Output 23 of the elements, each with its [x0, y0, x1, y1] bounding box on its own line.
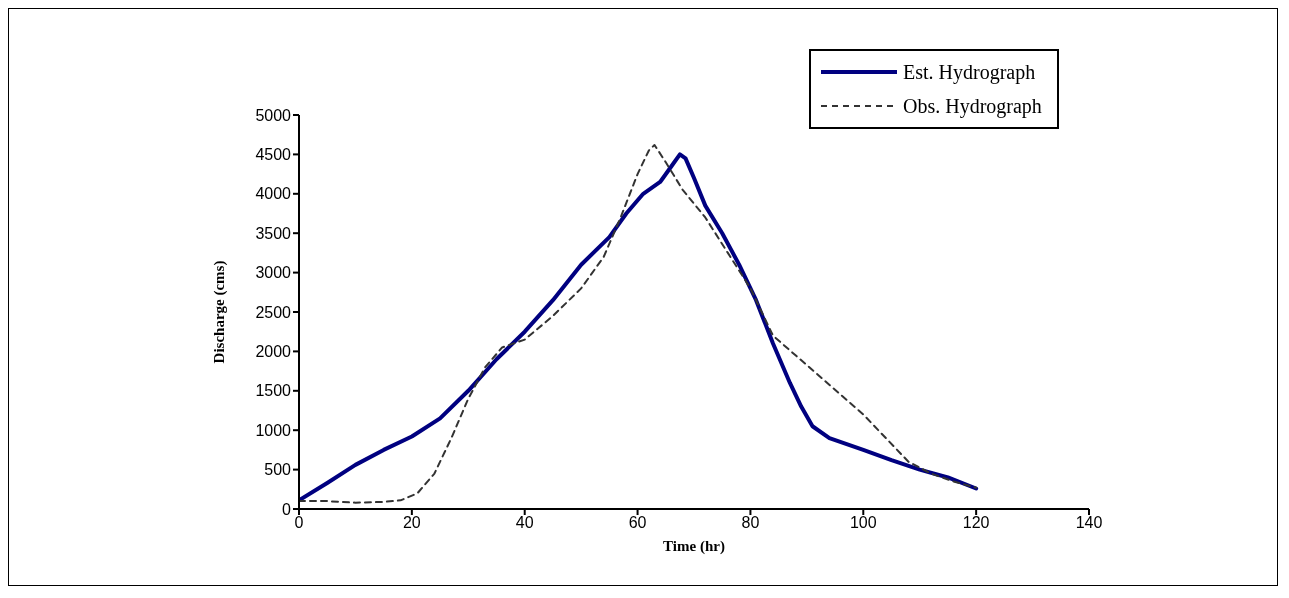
- y-tick-label: 0: [282, 500, 292, 518]
- x-tick-label: 120: [962, 514, 990, 532]
- y-tick-label: 1000: [255, 421, 292, 439]
- x-tick-label: 0: [294, 514, 304, 532]
- x-tick-label: 140: [1075, 514, 1103, 532]
- x-tick-label: 40: [515, 514, 534, 532]
- y-tick-label: 3500: [255, 224, 292, 242]
- y-tick-label: 2500: [255, 303, 292, 321]
- legend-label: Obs. Hydrograph: [903, 94, 1042, 118]
- x-axis-title: Time (hr): [663, 538, 725, 555]
- y-axis-title: Discharge (cms): [211, 260, 229, 364]
- y-tick-label: 5000: [255, 106, 292, 124]
- x-tick-label: 60: [628, 514, 647, 532]
- y-tick-label: 4500: [255, 146, 292, 164]
- x-tick-label: 20: [402, 514, 421, 532]
- y-tick-label: 500: [264, 461, 292, 479]
- y-tick-label: 3000: [255, 264, 292, 282]
- y-tick-label: 2000: [255, 343, 292, 361]
- x-tick-label: 100: [849, 514, 877, 532]
- x-tick-label: 80: [741, 514, 760, 532]
- y-tick-label: 1500: [255, 382, 292, 400]
- legend-label: Est. Hydrograph: [903, 60, 1036, 84]
- y-tick-label: 4000: [255, 185, 292, 203]
